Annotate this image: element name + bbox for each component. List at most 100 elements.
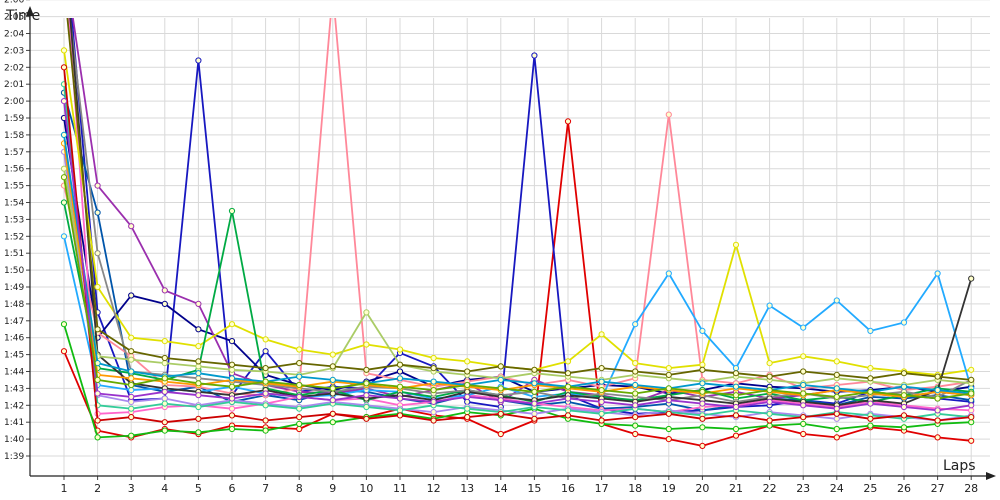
data-point [60,131,68,138]
data-point [430,387,437,394]
y-tick-label: 1:50 [4,266,24,276]
data-point [598,331,605,338]
data-point [833,297,840,304]
data-point [94,209,101,216]
data-point [632,381,639,389]
data-point [60,233,68,240]
data-point [665,425,672,433]
data-point [699,400,706,407]
data-point [363,403,370,411]
data-point [968,366,975,373]
data-point [968,419,975,426]
data-point [430,409,437,416]
data-point [329,410,336,417]
data-point [934,270,941,277]
x-axis-arrow [986,472,996,480]
x-tick-label: 18 [628,482,642,495]
y-tick-label: 1:56 [4,165,24,175]
data-point [396,383,404,390]
data-point [699,388,706,395]
data-point [396,412,404,419]
data-point [94,417,101,424]
y-tick-label: 1:54 [4,199,24,209]
data-point [464,393,471,400]
data-point [128,387,135,394]
x-tick-label: 11 [393,482,407,495]
data-point [128,375,135,382]
data-point [161,300,168,307]
y-tick-label: 1:47 [4,317,24,327]
x-tick-label: 7 [262,482,269,495]
data-point [329,376,336,383]
data-point [396,407,404,414]
data-point [598,398,605,405]
data-point [195,363,202,370]
data-point [833,425,840,433]
data-point [228,338,236,345]
axis-labels: 1:39 1:40 1:41 1:42 1:43 1:44 1:45 1:46 1:47 1:48… [4,0,978,495]
data-point [833,405,840,412]
data-point [296,414,303,421]
data-point [94,376,101,383]
y-tick-label: 1:41 [4,418,24,428]
data-point [430,378,437,385]
data-point [632,422,639,429]
y-tick-label: 1:45 [4,351,24,361]
data-point [766,410,773,417]
x-tick-label: 15 [527,482,541,495]
data-point [94,326,101,333]
data-point [60,321,68,328]
data-point [833,393,840,400]
series-line [63,134,972,395]
data-point [296,346,303,353]
data-point [94,283,101,291]
series-line [63,100,972,412]
data-point [94,182,101,189]
data-point [564,395,572,402]
data-point [296,420,303,427]
data-point [363,415,370,422]
data-point [564,412,572,419]
data-point [195,375,202,382]
data-point [329,363,336,370]
data-point [598,365,605,372]
data-point [161,360,168,367]
data-point [766,398,773,405]
data-point [60,98,68,105]
data-point [329,385,336,392]
y-tick-label: 1:59 [4,114,24,124]
data-point [128,368,135,375]
data-point [262,336,269,343]
data-point [800,368,807,375]
data-point [128,398,135,405]
data-point [195,343,202,350]
data-point [161,338,168,345]
data-point [699,366,706,373]
data-point [94,390,101,397]
data-point [363,380,370,387]
x-tick-label: 4 [161,482,168,495]
series [60,64,975,426]
x-tick-label: 22 [763,482,777,495]
y-tick-label: 1:57 [4,148,24,158]
axes [26,0,996,480]
data-point [363,392,370,399]
data-point [665,365,672,372]
data-point [665,410,672,417]
data-point [464,368,471,375]
data-point [632,402,639,409]
data-point [699,327,706,334]
data-point [833,385,840,392]
data-point [632,321,639,328]
data-point [497,397,504,404]
data-point [934,417,941,424]
data-point [228,375,236,382]
data-point [732,425,740,433]
data-point [968,402,975,409]
data-point [632,430,639,438]
data-point [262,390,269,397]
x-tick-label: 19 [662,482,676,495]
data-point [161,427,168,434]
data-point [128,414,135,421]
